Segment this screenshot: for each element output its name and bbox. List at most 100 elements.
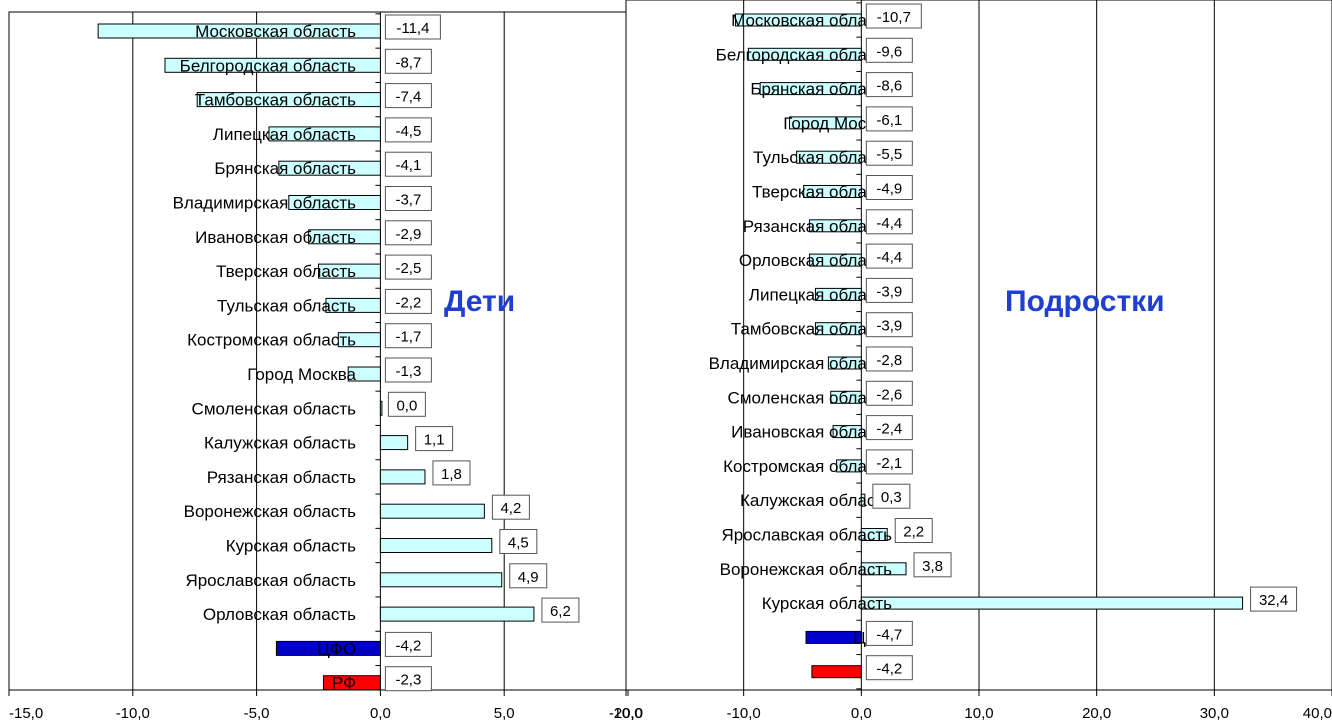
data-label: -3,7	[395, 192, 421, 209]
category-label: Рязанская область	[207, 468, 356, 487]
bar	[734, 13, 862, 27]
bar	[379, 503, 485, 519]
x-tick-label: 10,0	[964, 705, 993, 722]
data-label-box	[865, 346, 913, 372]
data-label-box	[384, 254, 432, 280]
bar	[379, 606, 535, 622]
category-label: Костромская область	[187, 331, 356, 350]
data-label-box	[865, 449, 913, 475]
data-label-box	[384, 288, 432, 314]
data-label: -8,6	[876, 78, 902, 95]
bar	[164, 57, 381, 73]
bar	[830, 390, 862, 404]
data-label: -4,5	[395, 123, 421, 140]
x-tick-label: -10,0	[727, 705, 761, 722]
bar	[379, 435, 409, 451]
category-label: Владимирская область	[709, 354, 893, 373]
bar	[759, 82, 862, 96]
data-label: -11,4	[396, 20, 429, 37]
bar	[803, 185, 862, 198]
bar	[318, 263, 381, 279]
data-label: 4,9	[518, 569, 539, 586]
data-label: 2,2	[903, 524, 924, 541]
data-label: 1,8	[441, 466, 462, 483]
category-label: Тамбовская область	[195, 91, 356, 110]
data-label-box	[432, 460, 471, 486]
data-label: -4,7	[876, 626, 902, 643]
chart-children: -15,0 -10,0 -5,0 0,0 5,0 10,0 Московская облас…	[8, 11, 643, 722]
data-label: -2,8	[876, 352, 902, 369]
data-label-box	[387, 391, 426, 417]
category-label: Орловская область	[203, 605, 356, 624]
data-label-box	[865, 243, 913, 269]
bar	[196, 92, 381, 108]
bar	[379, 538, 493, 553]
data-label: -8,7	[395, 54, 421, 71]
data-label: -4,1	[395, 157, 421, 174]
category-label: РФ	[332, 674, 356, 693]
category-label: Город Москва	[783, 114, 892, 133]
data-label-box	[913, 552, 952, 578]
data-label: -3,9	[876, 283, 902, 300]
bar	[97, 23, 381, 39]
x-tick-label: 20,0	[1082, 705, 1111, 722]
data-label-box	[384, 323, 432, 349]
data-label: -7,4	[395, 89, 421, 106]
bar	[860, 493, 866, 507]
data-label: -3,9	[876, 318, 902, 335]
bar	[809, 253, 862, 267]
data-label-box	[894, 518, 933, 543]
category-label: Московская область	[195, 22, 356, 41]
data-label-box	[865, 655, 913, 681]
data-label: -2,9	[395, 226, 421, 243]
bar	[814, 322, 862, 336]
data-label-box	[541, 597, 580, 623]
category-label: Смоленская область	[728, 388, 893, 407]
bar	[747, 47, 862, 61]
category-label: Белгородская область	[716, 45, 892, 64]
category-label: Ярославская область	[721, 526, 892, 545]
category-label: Тверская область	[752, 183, 892, 202]
data-label: -2,1	[876, 455, 902, 472]
x-tick-label: 5,0	[494, 705, 515, 722]
data-label-box	[865, 277, 913, 303]
bar	[288, 195, 381, 210]
category-label: Ивановская область	[731, 423, 892, 442]
category-label: Смоленская область	[192, 399, 357, 418]
data-label: -1,7	[395, 329, 421, 346]
category-label: Воронежская область	[184, 502, 357, 521]
category-label: Брянская область	[750, 80, 892, 99]
category-label: Брянская область	[214, 159, 356, 178]
category-label: Московская область	[731, 11, 892, 30]
data-label-box	[865, 312, 913, 338]
category-label: Тверская область	[216, 262, 356, 281]
data-label-box	[865, 620, 913, 646]
data-label-box	[865, 72, 913, 98]
bar	[836, 459, 862, 473]
category-label: Калужская область	[204, 434, 356, 453]
chart-teenagers: -20,0 -10,0 0,0 10,0 20,0 30,0 40,0 Московская …	[609, 0, 1332, 722]
bar	[268, 126, 381, 142]
x-tick-label: 10,0	[613, 705, 642, 722]
category-label: Рязанская область	[743, 217, 892, 236]
data-label: -6,1	[876, 112, 902, 129]
x-tick-label: -5,0	[244, 705, 270, 722]
category-label: Воронежская область	[720, 560, 893, 579]
bar	[379, 469, 426, 485]
data-label: 0,0	[396, 397, 417, 414]
data-label: 32,4	[1259, 592, 1288, 609]
category-label: Курская область	[762, 594, 892, 613]
data-label-box	[865, 209, 913, 235]
data-label: -2,2	[395, 294, 421, 311]
category-label: Липецкая область	[213, 125, 356, 144]
data-label: -2,3	[395, 672, 421, 689]
x-tick-label: -15,0	[9, 705, 43, 722]
bar	[308, 229, 381, 245]
data-label: 6,2	[550, 603, 571, 620]
category-label: Белгородская область	[180, 56, 356, 75]
category-label: Ярославская область	[185, 571, 356, 590]
bar	[809, 219, 862, 233]
category-label: ЦФО	[317, 639, 356, 658]
bar	[796, 150, 862, 164]
